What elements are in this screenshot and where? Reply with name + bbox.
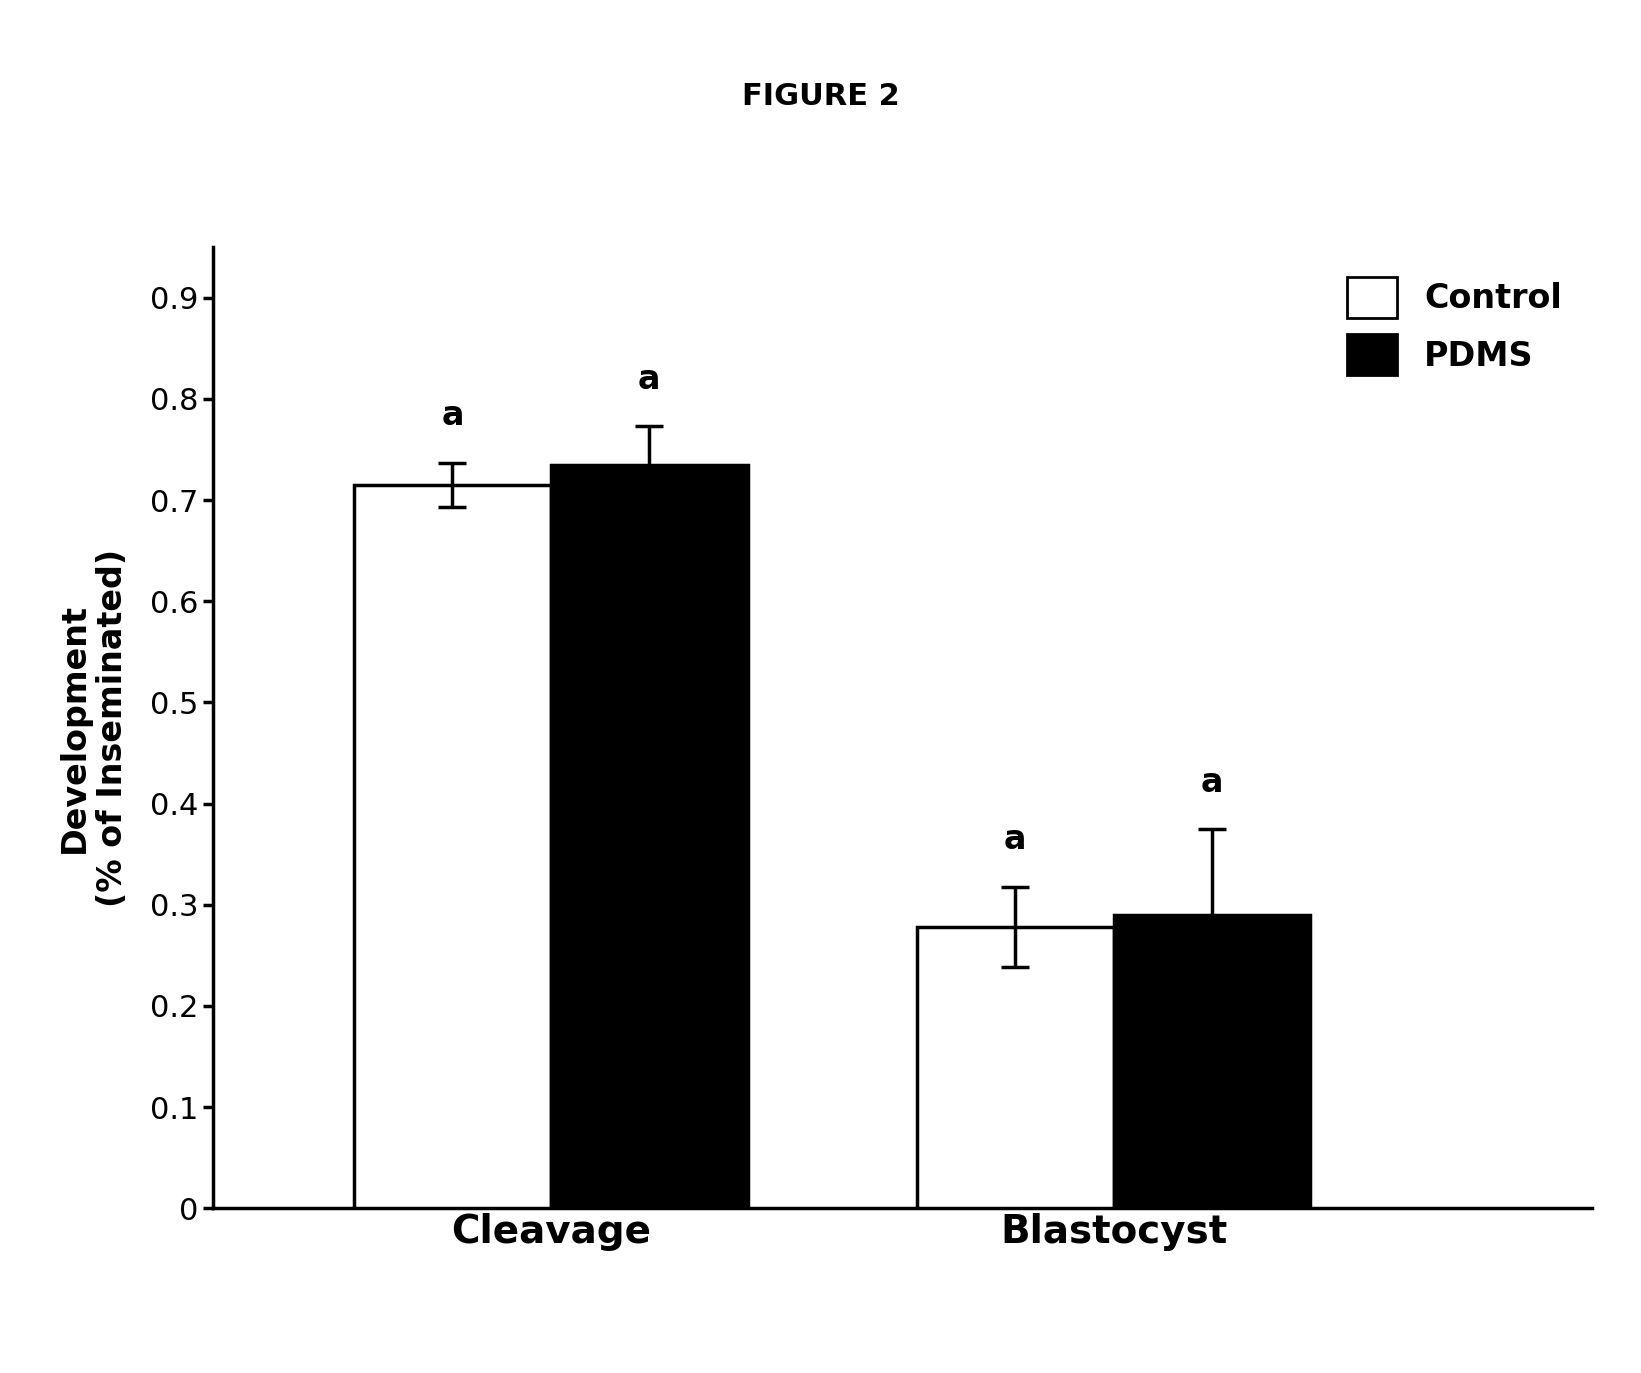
Legend: Control, PDMS: Control, PDMS <box>1334 264 1575 389</box>
Bar <box>917 927 1114 1208</box>
Bar <box>354 485 551 1208</box>
Text: a: a <box>1201 766 1223 799</box>
Y-axis label: Development
(% of Inseminated): Development (% of Inseminated) <box>57 549 130 906</box>
Text: a: a <box>1004 824 1026 857</box>
Bar <box>1114 914 1311 1208</box>
Text: FIGURE 2: FIGURE 2 <box>742 81 899 111</box>
Text: a: a <box>638 362 661 395</box>
Text: a: a <box>441 400 464 432</box>
Bar <box>551 464 748 1208</box>
